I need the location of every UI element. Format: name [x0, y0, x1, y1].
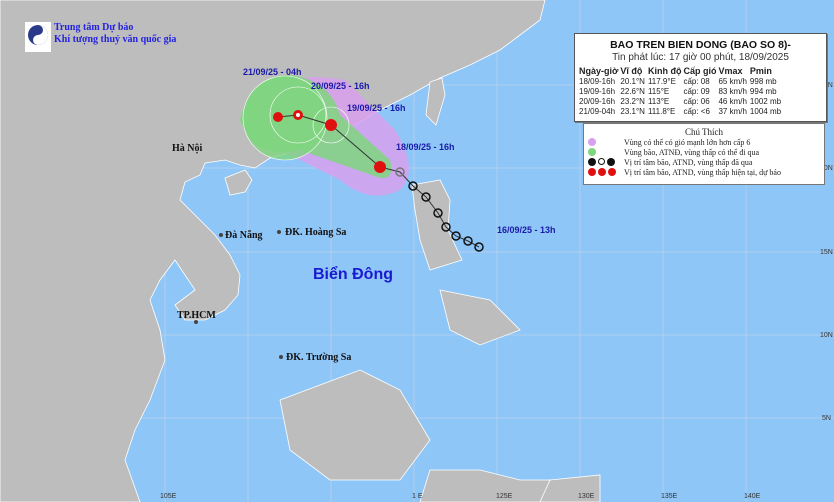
forecast-positions	[273, 110, 386, 173]
col-header: Cấp gió	[683, 66, 717, 76]
danger-zones	[240, 75, 409, 196]
logo-line2: Khí tượng thuỷ văn quốc gia	[54, 34, 177, 45]
cell: 46 km/h	[718, 97, 747, 106]
cell: 111.8°E	[647, 107, 676, 116]
sulawesi	[419, 469, 561, 502]
table-row: 21/09-04h 23.1°N 111.8°E cấp: <6 37 km/h 1004…	[579, 107, 784, 117]
cell: 21/09-04h	[579, 107, 616, 116]
storm-info-box: BAO TREN BIEN DONG (BAO SO 8)- Tin phát …	[574, 33, 827, 122]
place-danang: Đà Nẵng	[225, 230, 263, 241]
legend-label: Vị trí tâm bão, ATND, vùng thấp hiện tại…	[624, 167, 781, 177]
cell: 115°E	[647, 87, 670, 96]
col-header: Pmin	[749, 66, 772, 76]
logo-line1: Trung tâm Dự báo	[54, 22, 134, 33]
cell: 23.1°N	[620, 107, 645, 116]
track-label-20: 20/09/25 - 16h	[311, 81, 370, 91]
axis-label-right: 20N	[820, 165, 833, 172]
land	[0, 0, 601, 502]
new-guinea-west	[539, 474, 601, 502]
cell: 994 mb	[749, 87, 777, 96]
island-markers	[194, 230, 283, 359]
place-truongsa: ĐK. Trường Sa	[286, 352, 352, 363]
luzon	[411, 179, 463, 271]
cell: cấp: 09	[683, 87, 710, 96]
legend-item: Vị trí tâm bão, ATND, vùng thấp đã qua	[588, 157, 824, 167]
forecast-table: Ngày-giờ Vĩ độ Kinh độ Cấp gió Vmax Pmin 18/0…	[579, 66, 784, 117]
philippines-south	[439, 289, 521, 346]
axis-label-bottom: 135E	[661, 493, 678, 500]
info-issued: Tin phát lúc: 17 giờ 00 phút, 18/09/2025	[612, 52, 789, 63]
cell: 19/09-16h	[579, 87, 616, 96]
forecast-track-line	[277, 114, 381, 168]
storm-icon-19	[325, 119, 337, 131]
cell: cấp: <6	[683, 107, 710, 116]
forecast-symbols-icon	[588, 168, 624, 176]
axis-label-bottom: 1 E	[412, 493, 423, 500]
axis-label-bottom: 140E	[744, 493, 761, 500]
axis-label-right: 15N	[820, 249, 833, 256]
axis-label-bottom: 125E	[496, 493, 513, 500]
table-row: 20/09-16h 23.2°N 113°E cấp: 06 46 km/h 1002 m…	[579, 97, 784, 107]
taiwan	[425, 77, 446, 126]
table-row: 18/09-16h 20.1°N 117.9°E cấp: 08 65 km/h 998 …	[579, 77, 784, 87]
track-label-19: 19/09/25 - 16h	[347, 103, 406, 113]
past-positions	[395, 167, 484, 252]
wind-zone-swatch-icon	[588, 138, 596, 146]
nchmf-emblem-icon	[25, 22, 51, 52]
info-title: BAO TREN BIEN DONG (BAO SO 8)-	[610, 39, 791, 51]
cell: cấp: 06	[683, 97, 710, 106]
hainan	[224, 169, 253, 196]
cell: 20/09-16h	[579, 97, 616, 106]
cell: 1002 mb	[749, 97, 782, 106]
legend-item: Vùng bão, ATNĐ, vùng thấp có thể đi qua	[588, 147, 824, 157]
cell: 998 mb	[749, 77, 777, 86]
storm-icon-current	[374, 161, 386, 173]
legend-item: Vùng có thể có gió mạnh lớn hơn cấp 6	[588, 137, 824, 147]
legend-item: Vị trí tâm bão, ATND, vùng thấp hiện tại…	[588, 167, 824, 177]
legend-label: Vùng bão, ATNĐ, vùng thấp có thể đi qua	[624, 147, 760, 157]
track-label-18: 18/09/25 - 16h	[396, 142, 455, 152]
axis-label-bottom: 130E	[578, 493, 595, 500]
col-header: Vmax	[718, 66, 743, 76]
past-symbols-icon	[588, 158, 624, 166]
cell: 20.1°N	[620, 77, 645, 86]
legend-title: Chú Thích	[684, 127, 724, 137]
cell: 83 km/h	[718, 87, 747, 96]
col-header: Kinh độ	[647, 66, 682, 76]
col-header: Ngày-giờ	[579, 66, 619, 76]
place-biendong: Biển Đông	[313, 266, 393, 283]
axis-label-right: 10N	[820, 332, 833, 339]
legend-label: Vùng có thể có gió mạnh lớn hơn cấp 6	[624, 137, 751, 147]
borneo	[279, 369, 431, 481]
cell: 18/09-16h	[579, 77, 616, 86]
cell: 65 km/h	[718, 77, 747, 86]
cell: cấp: 08	[683, 77, 710, 86]
cell: 23.2°N	[620, 97, 645, 106]
track-label-16: 16/09/25 - 13h	[497, 225, 556, 235]
place-hcm: TP.HCM	[177, 310, 216, 321]
axis-label-bottom: 105E	[160, 493, 177, 500]
cell: 1004 mb	[749, 107, 782, 116]
place-hoangsa: ĐK. Hoàng Sa	[285, 227, 347, 238]
place-hanoi: Hà Nội	[172, 143, 203, 154]
col-header: Vĩ độ	[620, 66, 643, 76]
legend-label: Vị trí tâm bão, ATND, vùng thấp đã qua	[624, 157, 753, 167]
nchmf-logo: Trung tâm Dự báo Khí tượng thuỷ văn quốc…	[25, 22, 176, 52]
storm-zone-swatch-icon	[588, 148, 596, 156]
track-label-21: 21/09/25 - 04h	[243, 67, 302, 77]
cell: 117.9°E	[647, 77, 676, 86]
cell: 113°E	[647, 97, 670, 106]
table-row: 19/09-16h 22.6°N 115°E cấp: 09 83 km/h 994 mb	[579, 87, 784, 97]
low-icon-21	[273, 112, 283, 122]
cell: 37 km/h	[718, 107, 747, 116]
mainland-asia	[0, 0, 546, 502]
legend: Chú Thích Vùng có thể có gió mạnh lớn hơ…	[583, 123, 825, 185]
cell: 22.6°N	[620, 87, 645, 96]
axis-label-right: 5N	[822, 415, 831, 422]
